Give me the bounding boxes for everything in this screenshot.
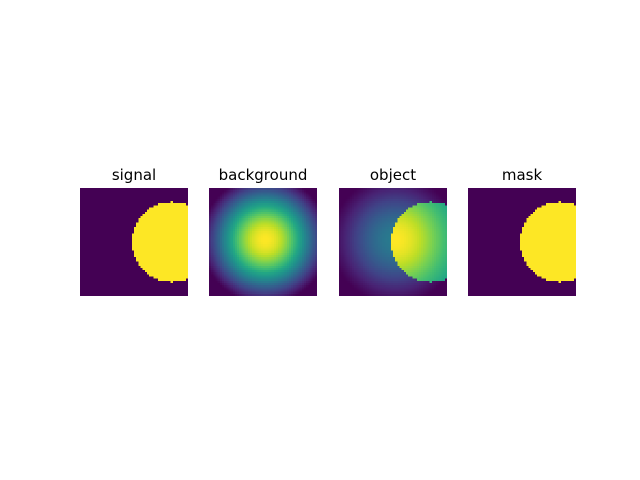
panel-image-background — [209, 188, 317, 296]
panel-title-mask: mask — [501, 166, 543, 184]
panel-image-object — [339, 188, 447, 296]
panel-title-background: background — [218, 166, 308, 184]
panel-image-signal — [80, 188, 188, 296]
panel-image-mask — [468, 188, 576, 296]
panel-title-object: object — [369, 166, 417, 184]
panel-title-signal: signal — [111, 166, 157, 184]
